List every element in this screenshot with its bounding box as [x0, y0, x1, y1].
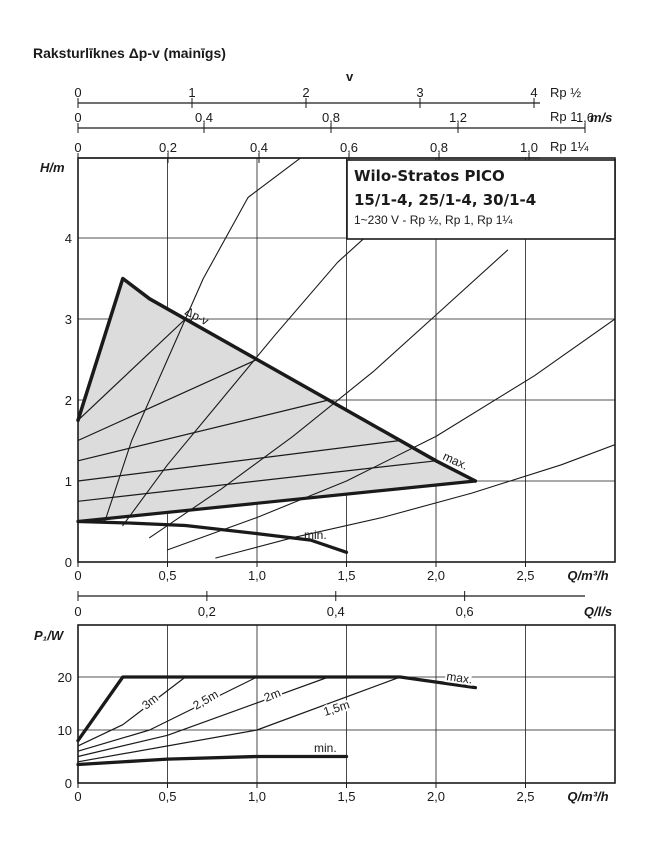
qls-tick-label: 0,2: [198, 604, 216, 619]
pump-curve-line: [77, 358, 258, 442]
rp-half-label: Rp ½: [550, 85, 581, 100]
bottom-y-tick-label: 10: [58, 723, 72, 738]
legend-title-line1: Wilo-Stratos PICO: [354, 167, 505, 185]
top-x-tick-label: 0: [74, 568, 81, 583]
top-y-tick-label: 4: [65, 231, 72, 246]
rp-1-label: Rp 1: [550, 109, 577, 124]
scale-rp-1-25-tick-label: 0,6: [340, 140, 358, 155]
top-y-tick-label: 0: [65, 555, 72, 570]
power-curve-label: max.: [446, 669, 474, 686]
top-x-tick-label: 2,5: [516, 568, 534, 583]
bottom-x-tick-label: 2,0: [427, 789, 445, 804]
scale-rp-1-tick-label: 0: [74, 110, 81, 125]
system-curve-line: [215, 444, 615, 559]
top-x-tick-label: 1,0: [248, 568, 266, 583]
top-x-tick-label: 1,5: [337, 568, 355, 583]
legend-title-line2: 15/1-4, 25/1-4, 30/1-4: [354, 191, 536, 209]
legend-frame: [346, 159, 616, 240]
top-x-axis-title: Q/m³/h: [567, 568, 608, 583]
system-curve-line: [122, 221, 383, 527]
velocity-title: v: [346, 69, 354, 84]
qls-tick-label: 0,4: [327, 604, 345, 619]
power-curve-line: [77, 676, 401, 763]
bottom-x-tick-label: 1,0: [248, 789, 266, 804]
pump-curve-line: [77, 399, 330, 462]
annotation-min: min.: [304, 528, 327, 542]
bottom-y-tick-label: 0: [65, 776, 72, 791]
rp-1-25-label: Rp 1¼: [550, 139, 588, 154]
bottom-y-tick-label: 20: [58, 670, 72, 685]
legend-box: Wilo-Stratos PICO 15/1-4, 25/1-4, 30/1-4…: [346, 159, 616, 240]
top-y-tick-label: 2: [65, 393, 72, 408]
bottom-x-tick-label: 0: [74, 789, 81, 804]
scale-rp-half-tick-label: 0: [74, 85, 81, 100]
bottom-x-axis-title: Q/m³/h: [567, 789, 608, 804]
scale-rp-half-tick-label: 1: [188, 85, 195, 100]
bottom-x-tick-label: 0,5: [158, 789, 176, 804]
dpv-line: [76, 479, 477, 524]
power-curve-label: 2m: [262, 686, 283, 705]
top-y-tick-label: 3: [65, 312, 72, 327]
shaded-region-layer: [78, 278, 476, 522]
scale-rp-1-25-tick-label: 0,8: [430, 140, 448, 155]
power-curve-line: [77, 676, 330, 758]
scale-rp-1-25-tick-label: 0: [74, 140, 81, 155]
dpv-shaded-region: [78, 278, 476, 522]
power-curve-label: min.: [314, 741, 337, 755]
velocity-unit: m/s: [590, 110, 612, 125]
velocity-scales: v m/s Rp ½ Rp 1 Rp 1¼: [346, 69, 612, 154]
top-y-tick-label: 1: [65, 474, 72, 489]
axes-layer: 0 0,5 1,0 1,5 2,0 2,5 0 1 2 3 4 Q/m³/h H/m 0 1 2 3 4 0 0,4 0…: [34, 85, 616, 804]
power-curve-line: [76, 754, 349, 767]
pump-curve-line: [77, 460, 437, 502]
scale-rp-1-tick-label: 0,4: [195, 110, 213, 125]
qls-axis-title: Q/l/s: [584, 604, 612, 619]
bottom-x-tick-label: 1,5: [337, 789, 355, 804]
scale-rp-1-25-tick-label: 0,2: [159, 140, 177, 155]
scale-rp-1-tick-label: 0,8: [322, 110, 340, 125]
bottom-y-axis-title: P₁/W: [34, 628, 65, 643]
pump-curve-line: [77, 439, 401, 482]
pump-curve-line: [77, 318, 186, 421]
min-curve-line: [76, 519, 349, 554]
power-curve-line: [77, 676, 258, 752]
qls-tick-label: 0,6: [456, 604, 474, 619]
qls-tick-label: 0: [74, 604, 81, 619]
scale-rp-half-tick-label: 3: [416, 85, 423, 100]
scale-rp-1-25-tick-label: 1,0: [520, 140, 538, 155]
top-y-axis-title: H/m: [40, 160, 65, 175]
scale-rp-1-tick-label: 1,2: [449, 110, 467, 125]
top-x-tick-label: 2,0: [427, 568, 445, 583]
page-title: Raksturlīknes Δp-v (mainīgs): [33, 45, 226, 61]
top-x-tick-label: 0,5: [158, 568, 176, 583]
bottom-x-tick-label: 2,5: [516, 789, 534, 804]
scale-rp-half-tick-label: 2: [302, 85, 309, 100]
series-layer: [76, 276, 478, 767]
scale-rp-half-tick-label: 4: [530, 85, 537, 100]
scale-rp-1-tick-label: 1,6: [576, 110, 594, 125]
power-curve-line: [77, 676, 186, 747]
scale-rp-1-25-tick-label: 0,4: [250, 140, 268, 155]
legend-subtitle: 1~230 V - Rp ½, Rp 1, Rp 1¼: [354, 213, 513, 227]
system-curve-line: [166, 318, 615, 551]
power-curve-label: 2,5m: [191, 687, 221, 712]
